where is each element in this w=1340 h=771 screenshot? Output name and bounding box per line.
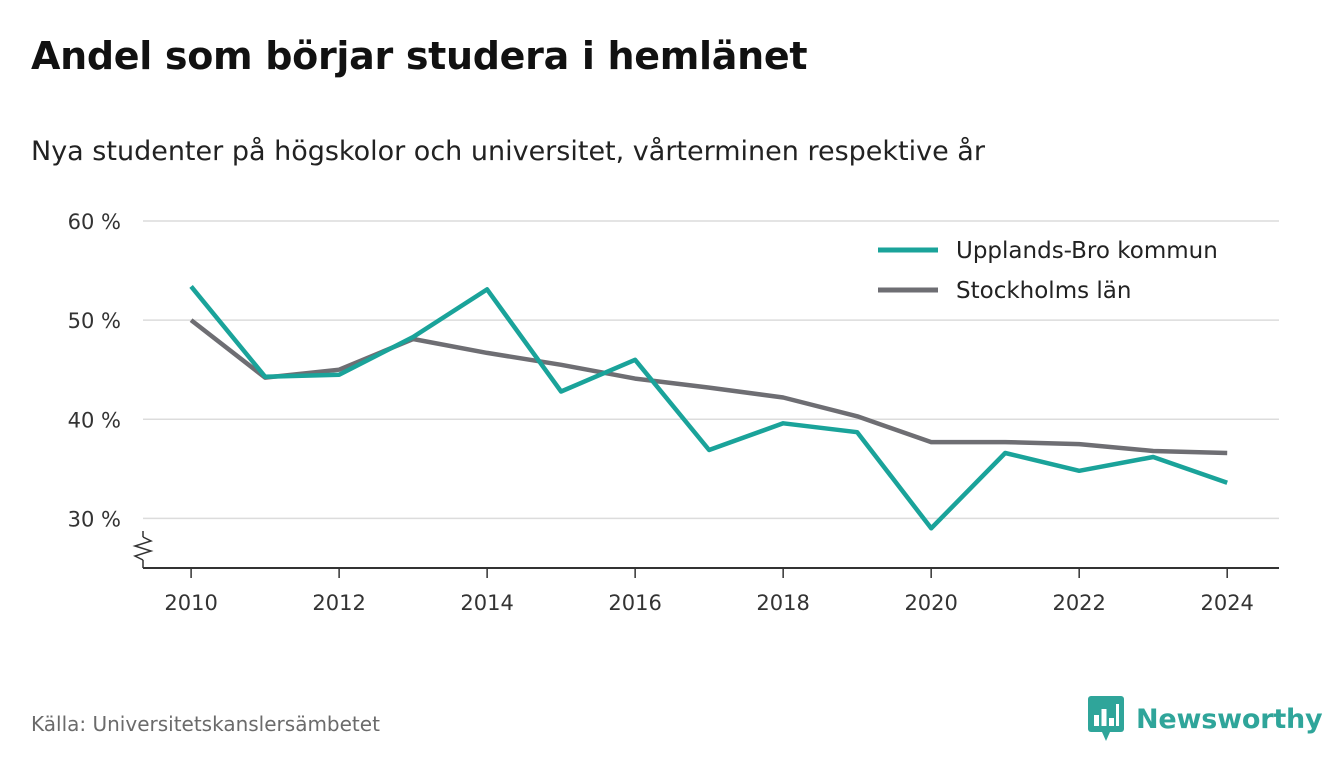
axes: 30 % 40 % 50 % 60 % 2010 2012 2014 2016 2018 2020… (68, 210, 1279, 615)
x-tick-label: 2012 (312, 591, 365, 615)
x-tick-label: 2016 (608, 591, 661, 615)
y-tick-label: 60 % (68, 210, 121, 234)
x-tick-label: 2010 (164, 591, 217, 615)
y-tick-label: 30 % (68, 507, 121, 531)
x-tick-label: 2024 (1200, 591, 1253, 615)
x-tick-label: 2014 (460, 591, 513, 615)
y-tick-label: 50 % (68, 309, 121, 333)
series-lines (189, 284, 1228, 531)
y-tick-label: 40 % (68, 408, 121, 432)
x-tick-label: 2018 (756, 591, 809, 615)
legend-label-1: Stockholms län (956, 278, 1131, 304)
newsworthy-logo-icon (1088, 696, 1124, 741)
brand-name: Newsworthy (1136, 703, 1323, 735)
gridlines (143, 220, 1279, 520)
line-chart: 30 % 40 % 50 % 60 % 2010 2012 2014 2016 2018 2020… (68, 210, 1279, 615)
legend-label-0: Upplands-Bro kommun (956, 238, 1218, 264)
source-note: Källa: Universitetskanslersämbetet (31, 712, 380, 736)
brand-logo: Newsworthy (1088, 696, 1323, 742)
x-tick-label: 2022 (1052, 591, 1105, 615)
series-line-1 (189, 318, 1228, 456)
legend: Upplands-Bro kommun Stockholms län (878, 238, 1218, 304)
x-tick-label: 2020 (904, 591, 957, 615)
y-axis-break-icon (132, 536, 154, 561)
chart-subtitle: Nya studenter på högskolor och universit… (31, 136, 985, 167)
series-line-0 (189, 284, 1228, 531)
chart-title: Andel som börjar studera i hemlänet (31, 34, 808, 78)
